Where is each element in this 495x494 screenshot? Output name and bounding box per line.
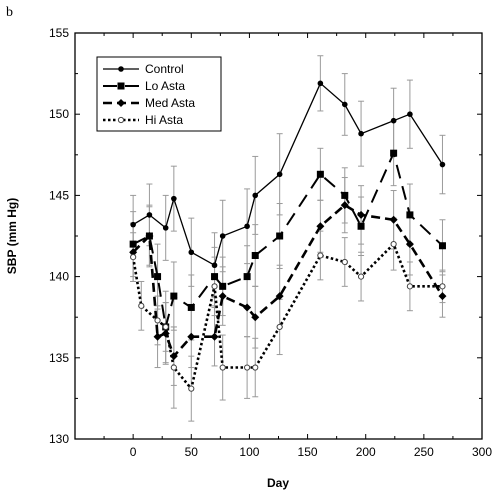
data-point <box>316 170 324 178</box>
data-point <box>251 251 259 259</box>
data-point <box>251 313 260 322</box>
legend-label: Med Asta <box>145 96 195 110</box>
data-point <box>389 215 398 224</box>
data-point <box>341 191 349 199</box>
data-point <box>406 211 414 219</box>
legend-label: Hi Asta <box>145 113 183 127</box>
data-point <box>138 302 145 309</box>
data-point <box>170 364 177 371</box>
data-point <box>317 80 324 87</box>
y-tick-label: 150 <box>49 107 69 121</box>
legend-marker <box>117 116 125 124</box>
data-point <box>153 332 162 341</box>
data-point <box>218 292 227 301</box>
data-point <box>439 283 446 290</box>
legend-marker <box>117 82 125 90</box>
series-line <box>131 241 443 392</box>
data-point <box>252 192 259 199</box>
data-point <box>187 332 196 341</box>
data-point <box>171 195 177 202</box>
data-point <box>276 171 283 178</box>
data-point <box>211 273 219 281</box>
data-point <box>130 221 136 228</box>
data-point <box>276 323 283 331</box>
data-point <box>162 323 169 331</box>
data-point <box>243 303 252 312</box>
data-point <box>390 117 397 124</box>
y-tick-label: 135 <box>49 351 69 365</box>
data-point <box>188 249 195 256</box>
data-point <box>275 292 284 301</box>
x-axis-label: Day <box>267 476 289 490</box>
x-tick-label: 100 <box>239 445 259 459</box>
data-point <box>439 161 446 168</box>
data-point <box>438 292 447 301</box>
series-line <box>132 150 444 328</box>
data-point <box>341 101 348 108</box>
series-line <box>132 203 444 359</box>
data-point <box>244 223 250 230</box>
data-point <box>219 282 227 290</box>
data-point <box>130 254 137 261</box>
x-tick-label: 50 <box>185 445 199 459</box>
data-point <box>129 240 137 248</box>
data-point <box>390 149 398 157</box>
data-point <box>162 225 169 231</box>
data-point <box>358 130 364 137</box>
data-point <box>129 248 138 257</box>
data-point <box>341 258 348 266</box>
data-point <box>316 222 325 231</box>
data-point <box>187 303 195 311</box>
data-point <box>154 317 161 324</box>
data-point <box>243 273 251 281</box>
y-tick-label: 140 <box>49 270 69 284</box>
data-point <box>161 329 170 338</box>
data-point <box>357 210 366 219</box>
data-point <box>210 332 219 341</box>
y-tick-label: 145 <box>49 188 69 202</box>
x-tick-label: 0 <box>130 445 137 459</box>
y-axis-label: SBP (mm Hg) <box>5 198 19 274</box>
series-line <box>132 82 444 267</box>
data-point <box>252 364 259 371</box>
data-point <box>407 111 413 117</box>
data-point <box>188 385 195 392</box>
data-point <box>211 283 218 290</box>
data-point <box>211 262 218 269</box>
panel-label: b <box>6 5 13 20</box>
x-tick-label: 300 <box>472 445 492 459</box>
y-tick-label: 155 <box>49 26 69 40</box>
data-point <box>317 252 324 259</box>
x-tick-label: 200 <box>356 445 376 459</box>
axes: 0 50 100 150 200 250 300 130 135 140 145 150 155 <box>49 26 492 459</box>
data-point <box>405 240 414 249</box>
x-tick-label: 150 <box>298 445 318 459</box>
data-point <box>340 201 349 210</box>
data-point <box>146 212 153 218</box>
data-point <box>219 364 226 371</box>
legend-marker <box>117 99 125 107</box>
data-point <box>438 242 446 250</box>
data-point <box>244 364 251 371</box>
data-point <box>276 232 284 240</box>
legend-marker <box>118 66 124 72</box>
data-point <box>169 352 178 361</box>
legend-label: Control <box>145 62 184 76</box>
data-point <box>170 292 178 300</box>
data-point <box>406 283 414 290</box>
series-markers <box>129 80 447 392</box>
y-tick-label: 130 <box>49 432 69 446</box>
data-point <box>390 241 397 248</box>
data-point <box>145 232 154 240</box>
data-point <box>357 222 365 230</box>
legend: Control Lo Asta Med Asta Hi Asta <box>96 56 222 132</box>
data-point <box>219 233 226 239</box>
data-point <box>154 273 162 281</box>
x-tick-label: 250 <box>414 445 434 459</box>
data-point <box>357 273 365 280</box>
legend-label: Lo Asta <box>145 79 185 93</box>
